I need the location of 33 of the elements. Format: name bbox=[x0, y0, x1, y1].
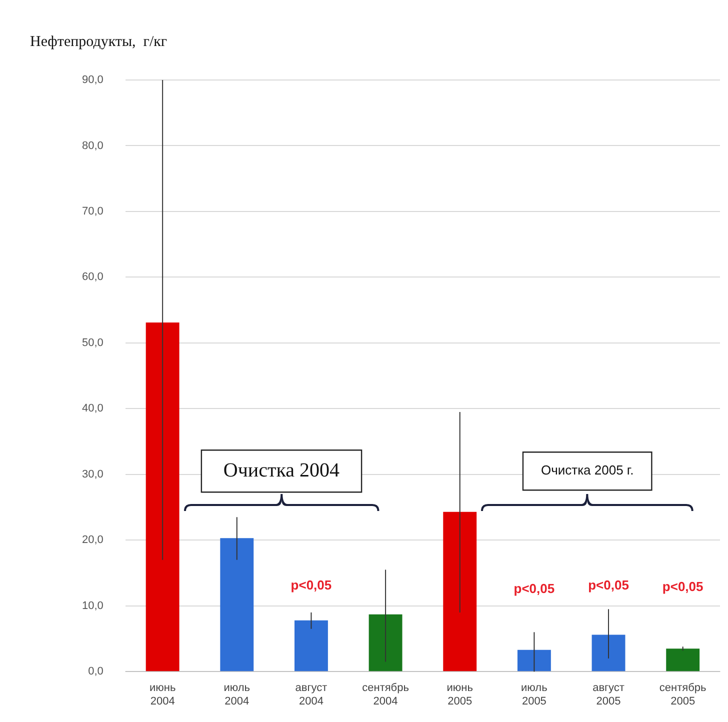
x-tick-label: август 2005 bbox=[592, 682, 624, 708]
bar bbox=[592, 634, 626, 672]
bar bbox=[368, 614, 402, 672]
x-tick-label: сентябрь 2004 bbox=[362, 682, 410, 708]
y-tick-label: 30,0 bbox=[82, 468, 104, 480]
y-tick-label: 40,0 bbox=[82, 402, 104, 415]
bar bbox=[294, 620, 328, 672]
y-tick-label: 90,0 bbox=[82, 74, 104, 86]
x-tick-label: июнь 2005 bbox=[446, 682, 474, 708]
y-tick-label: 60,0 bbox=[82, 271, 104, 284]
y-tick-label: 10,0 bbox=[82, 600, 104, 612]
x-tick-label: июнь 2004 bbox=[149, 682, 176, 708]
bar bbox=[146, 322, 180, 672]
bar bbox=[517, 650, 551, 672]
y-tick-label: 80,0 bbox=[82, 140, 104, 152]
annotation: p<0,05 bbox=[514, 581, 555, 596]
bar bbox=[666, 648, 700, 672]
y-tick-label: 70,0 bbox=[82, 206, 104, 218]
x-tick-label: июль 2005 bbox=[521, 682, 548, 708]
x-tick-label: июль 2004 bbox=[224, 682, 250, 708]
annotation: p<0,05 bbox=[588, 578, 629, 593]
x-tick-label: сентябрь 2005 bbox=[659, 682, 707, 708]
y-tick-label: 50,0 bbox=[82, 336, 104, 349]
annotation: p<0,05 bbox=[662, 579, 704, 594]
annotation: Очистка 2004 bbox=[223, 459, 340, 482]
x-tick-label: август 2004 bbox=[295, 682, 328, 708]
y-axis-title: Нефтепродукты, г/кг bbox=[30, 34, 168, 51]
annotation: p<0,05 bbox=[290, 578, 332, 593]
bar bbox=[443, 512, 477, 672]
annotation: Очистка 2005 г. bbox=[540, 462, 634, 478]
bar bbox=[220, 538, 254, 672]
y-tick-label: 20,0 bbox=[82, 534, 104, 546]
y-tick-label: 0,0 bbox=[88, 666, 104, 678]
